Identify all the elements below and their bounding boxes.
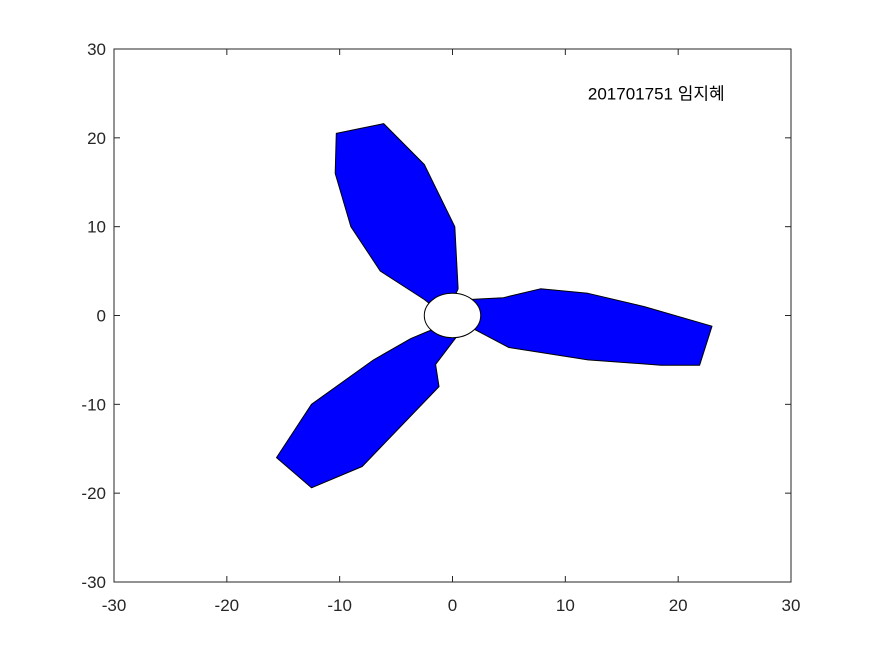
blade-3	[276, 325, 457, 489]
blade-2	[468, 288, 713, 366]
y-tick-label: 30	[87, 40, 106, 59]
hub-circle	[423, 292, 482, 339]
x-tick-label: 0	[448, 596, 457, 615]
y-tick-label: -20	[81, 484, 106, 503]
series-layer	[276, 123, 713, 489]
x-axis-ticks: -30 -20 -10 0 10 20 30	[102, 49, 801, 615]
y-axis-ticks: -30 -20 -10 0 10 20 30	[81, 40, 791, 592]
y-tick-label: -10	[81, 395, 106, 414]
y-tick-label: -30	[81, 573, 106, 592]
y-tick-label: 0	[97, 307, 106, 326]
y-tick-label: 20	[87, 129, 106, 148]
x-tick-label: 20	[669, 596, 688, 615]
x-tick-label: -10	[327, 596, 352, 615]
plot-area: -30 -20 -10 0 10 20 30 -30 -20 -10 0 10 20 30	[81, 40, 800, 615]
x-tick-label: 10	[556, 596, 575, 615]
y-tick-label: 10	[87, 218, 106, 237]
annotation-label: 201701751 임지혜	[588, 84, 725, 103]
x-tick-label: -20	[215, 596, 240, 615]
x-tick-label: -30	[102, 596, 127, 615]
x-tick-label: 30	[782, 596, 801, 615]
